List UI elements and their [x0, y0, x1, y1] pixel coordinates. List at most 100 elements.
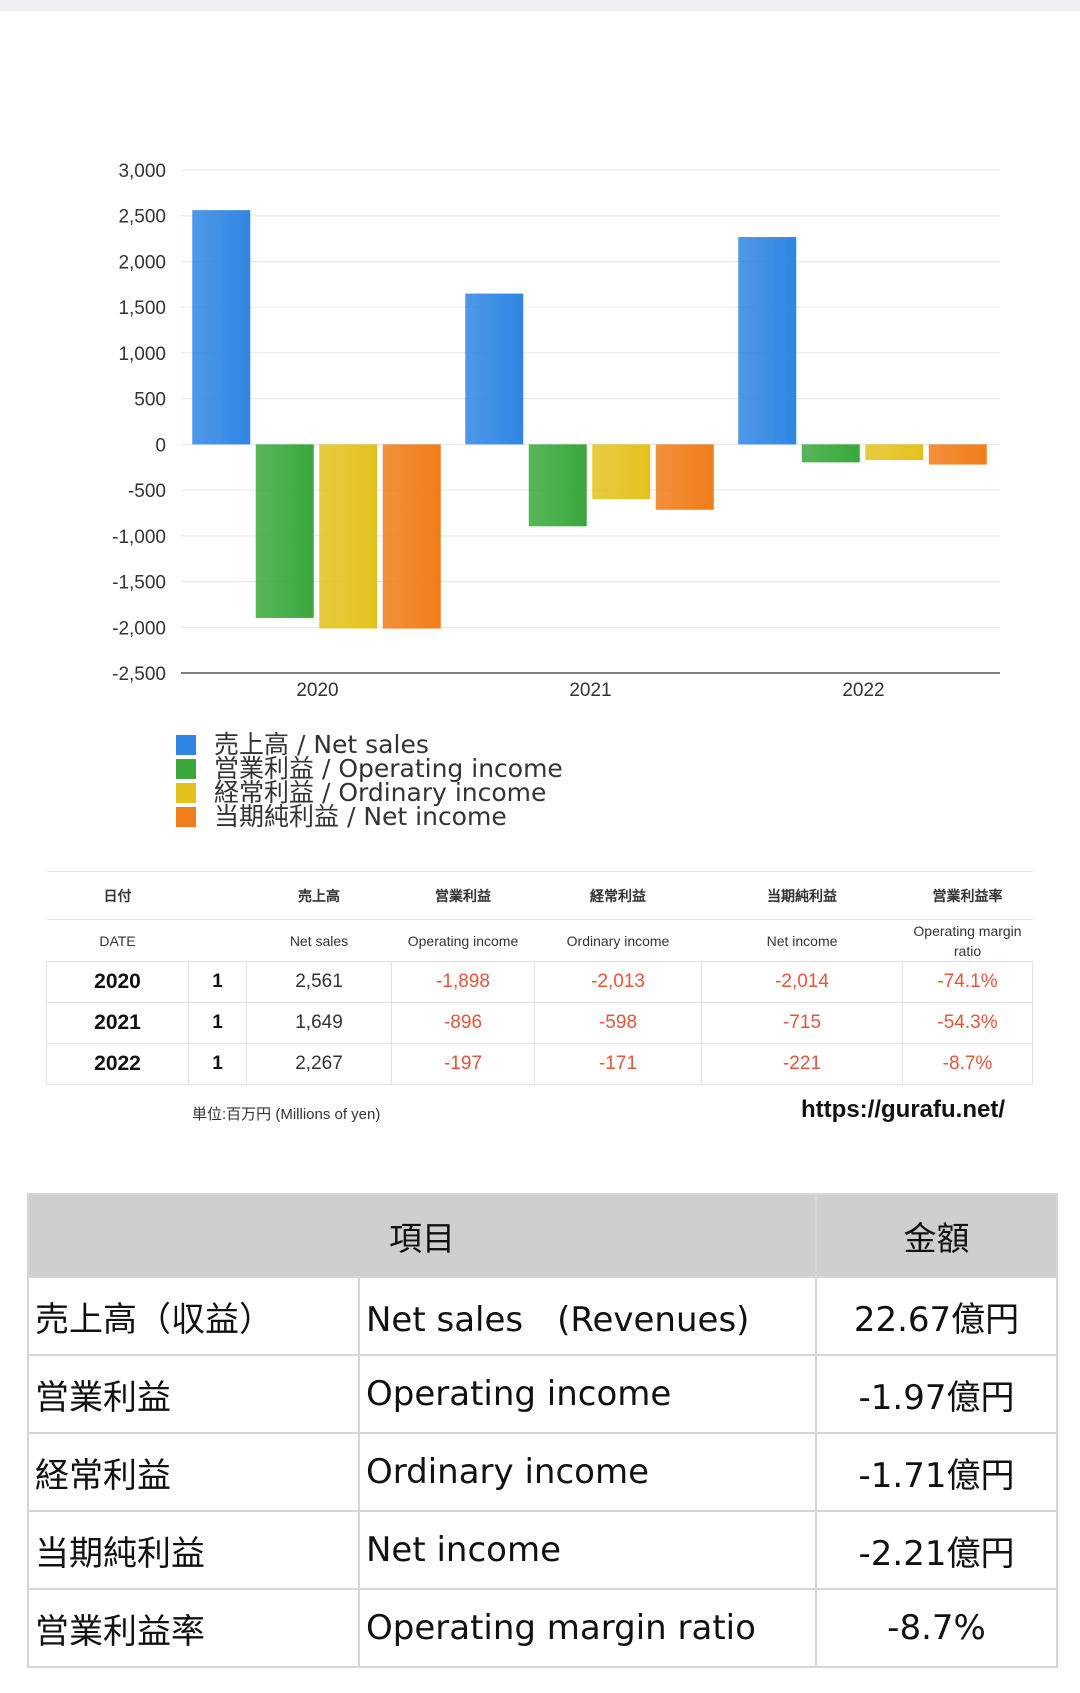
cell-margin: -54.3% [902, 1002, 1033, 1044]
x-tick-label: 2021 [569, 680, 611, 701]
bar-2022-series-0 [738, 237, 797, 445]
metric-label-jp: 売上高（収益） [27, 1276, 360, 1356]
bar-2021-series-1 [528, 444, 587, 527]
header-net-income-en: Net income [701, 919, 903, 962]
metric-amount: -2.21億円 [815, 1510, 1058, 1590]
bar-2022-series-2 [865, 444, 924, 461]
header-month-jp [188, 871, 247, 920]
cell-ordinary-income: -171 [534, 1043, 702, 1085]
y-tick-label: 0 [155, 435, 166, 456]
metrics-header-item: 項目 [27, 1193, 817, 1278]
cell-month: 1 [188, 1002, 247, 1044]
table-row: 2022 1 2,267 -197 -171 -221 -8.7% [46, 1043, 1033, 1085]
metric-label-en: Net income [358, 1510, 817, 1590]
bar-chart: 3,000 2,500 2,000 1,500 1,000 500 0 -500 -1,000 -… [112, 161, 1000, 701]
metric-label-en: Operating income [358, 1354, 817, 1434]
cell-operating-income: -197 [391, 1043, 535, 1085]
header-operating-income-jp: 営業利益 [391, 871, 535, 920]
header-margin-jp: 営業利益率 [902, 871, 1033, 920]
metrics-table: 項目 金額 売上高（収益） Net sales (Revenues) 22.67… [27, 1193, 1058, 1668]
metric-label-jp: 経常利益 [27, 1432, 360, 1512]
header-ordinary-income-en: Ordinary income [534, 919, 702, 962]
table-row: 営業利益 Operating income -1.97億円 [27, 1354, 1058, 1434]
header-net-sales-jp: 売上高 [246, 871, 392, 920]
table-row: 2020 1 2,561 -1,898 -2,013 -2,014 -74.1% [46, 961, 1033, 1003]
y-tick-label: 2,000 [118, 252, 166, 273]
y-tick-label: -1,500 [112, 573, 166, 594]
legend-label: 営業利益 / Operating income [214, 754, 563, 783]
bar-2022-series-3 [928, 444, 987, 465]
bar-2021-series-3 [655, 444, 714, 510]
site-url-link[interactable]: https://gurafu.net/ [801, 1096, 1005, 1123]
table-row: 経常利益 Ordinary income -1.71億円 [27, 1432, 1058, 1512]
cell-margin: -8.7% [902, 1043, 1033, 1085]
header-month-en [188, 919, 247, 962]
bar-2020-series-1 [255, 444, 314, 618]
y-tick-label: 1,500 [118, 298, 166, 319]
y-tick-label: 1,000 [118, 344, 166, 365]
metric-label-jp: 当期純利益 [27, 1510, 360, 1590]
header-ordinary-income-jp: 経常利益 [534, 871, 702, 920]
y-tick-label: -1,000 [112, 527, 166, 548]
header-margin-en: Operating margin ratio [902, 919, 1033, 962]
legend-swatch [176, 783, 196, 803]
cell-margin: -74.1% [902, 961, 1033, 1003]
cell-net-income: -221 [701, 1043, 903, 1085]
cell-net-sales: 2,561 [246, 961, 392, 1003]
metric-label-jp: 営業利益率 [27, 1588, 360, 1668]
x-axis-ticks: 2020 2021 2022 [296, 680, 884, 701]
y-tick-label: 3,000 [118, 161, 166, 182]
y-tick-label: 500 [134, 390, 166, 411]
legend-label: 売上高 / Net sales [214, 730, 429, 759]
bar-2022-series-1 [801, 444, 860, 463]
table-row: 当期純利益 Net income -2.21億円 [27, 1510, 1058, 1590]
top-bar [0, 0, 1080, 11]
unit-note: 単位:百万円 (Millions of yen) [192, 1106, 381, 1123]
cell-year: 2022 [46, 1043, 189, 1085]
metric-amount: -8.7% [815, 1588, 1058, 1668]
metric-label-en: Operating margin ratio [358, 1588, 817, 1668]
chart-gridlines [181, 169, 1000, 674]
cell-net-sales: 1,649 [246, 1002, 392, 1044]
summary-header-jp: 日付 売上高 営業利益 経常利益 当期純利益 営業利益率 [46, 871, 1033, 920]
bar-2020-series-2 [319, 444, 378, 629]
metrics-header-amount: 金額 [815, 1193, 1058, 1278]
legend-swatch [176, 807, 196, 827]
cell-operating-income: -1,898 [391, 961, 535, 1003]
header-net-income-jp: 当期純利益 [701, 871, 903, 920]
metric-label-en: Ordinary income [358, 1432, 817, 1512]
legend-item-operating-income: 営業利益 / Operating income [176, 754, 563, 783]
legend-swatch [176, 759, 196, 779]
cell-ordinary-income: -598 [534, 1002, 702, 1044]
metric-amount: -1.97億円 [815, 1354, 1058, 1434]
chart-bars [192, 210, 987, 629]
metric-amount: 22.67億円 [815, 1276, 1058, 1356]
header-operating-income-en: Operating income [391, 919, 535, 962]
table-row: 2021 1 1,649 -896 -598 -715 -54.3% [46, 1002, 1033, 1044]
chart-legend: 売上高 / Net sales 営業利益 / Operating income … [176, 730, 563, 829]
cell-ordinary-income: -2,013 [534, 961, 702, 1003]
y-tick-label: -500 [128, 481, 166, 502]
table-row: 営業利益率 Operating margin ratio -8.7% [27, 1588, 1058, 1668]
cell-operating-income: -896 [391, 1002, 535, 1044]
bar-2021-series-0 [465, 293, 524, 445]
y-tick-label: -2,500 [112, 664, 166, 685]
header-date-en: DATE [46, 919, 189, 962]
summary-table: 日付 売上高 営業利益 経常利益 当期純利益 営業利益率 DATE Net sa… [46, 871, 1033, 1085]
legend-item-ordinary-income: 経常利益 / Ordinary income [176, 778, 563, 807]
header-net-sales-en: Net sales [246, 919, 392, 962]
legend-item-net-income: 当期純利益 / Net income [176, 804, 563, 829]
cell-month: 1 [188, 1043, 247, 1085]
x-tick-label: 2020 [296, 680, 338, 701]
y-tick-label: 2,500 [118, 207, 166, 228]
y-tick-label: -2,000 [112, 618, 166, 639]
metric-label-jp: 営業利益 [27, 1354, 360, 1434]
bar-2021-series-2 [592, 444, 651, 500]
metrics-header-row: 項目 金額 [27, 1193, 1058, 1278]
cell-net-income: -2,014 [701, 961, 903, 1003]
cell-year: 2020 [46, 961, 189, 1003]
legend-label: 経常利益 / Ordinary income [214, 778, 547, 807]
bar-2020-series-0 [192, 210, 251, 445]
summary-header-en: DATE Net sales Operating income Ordinary… [46, 919, 1033, 962]
header-date-jp: 日付 [46, 871, 189, 920]
